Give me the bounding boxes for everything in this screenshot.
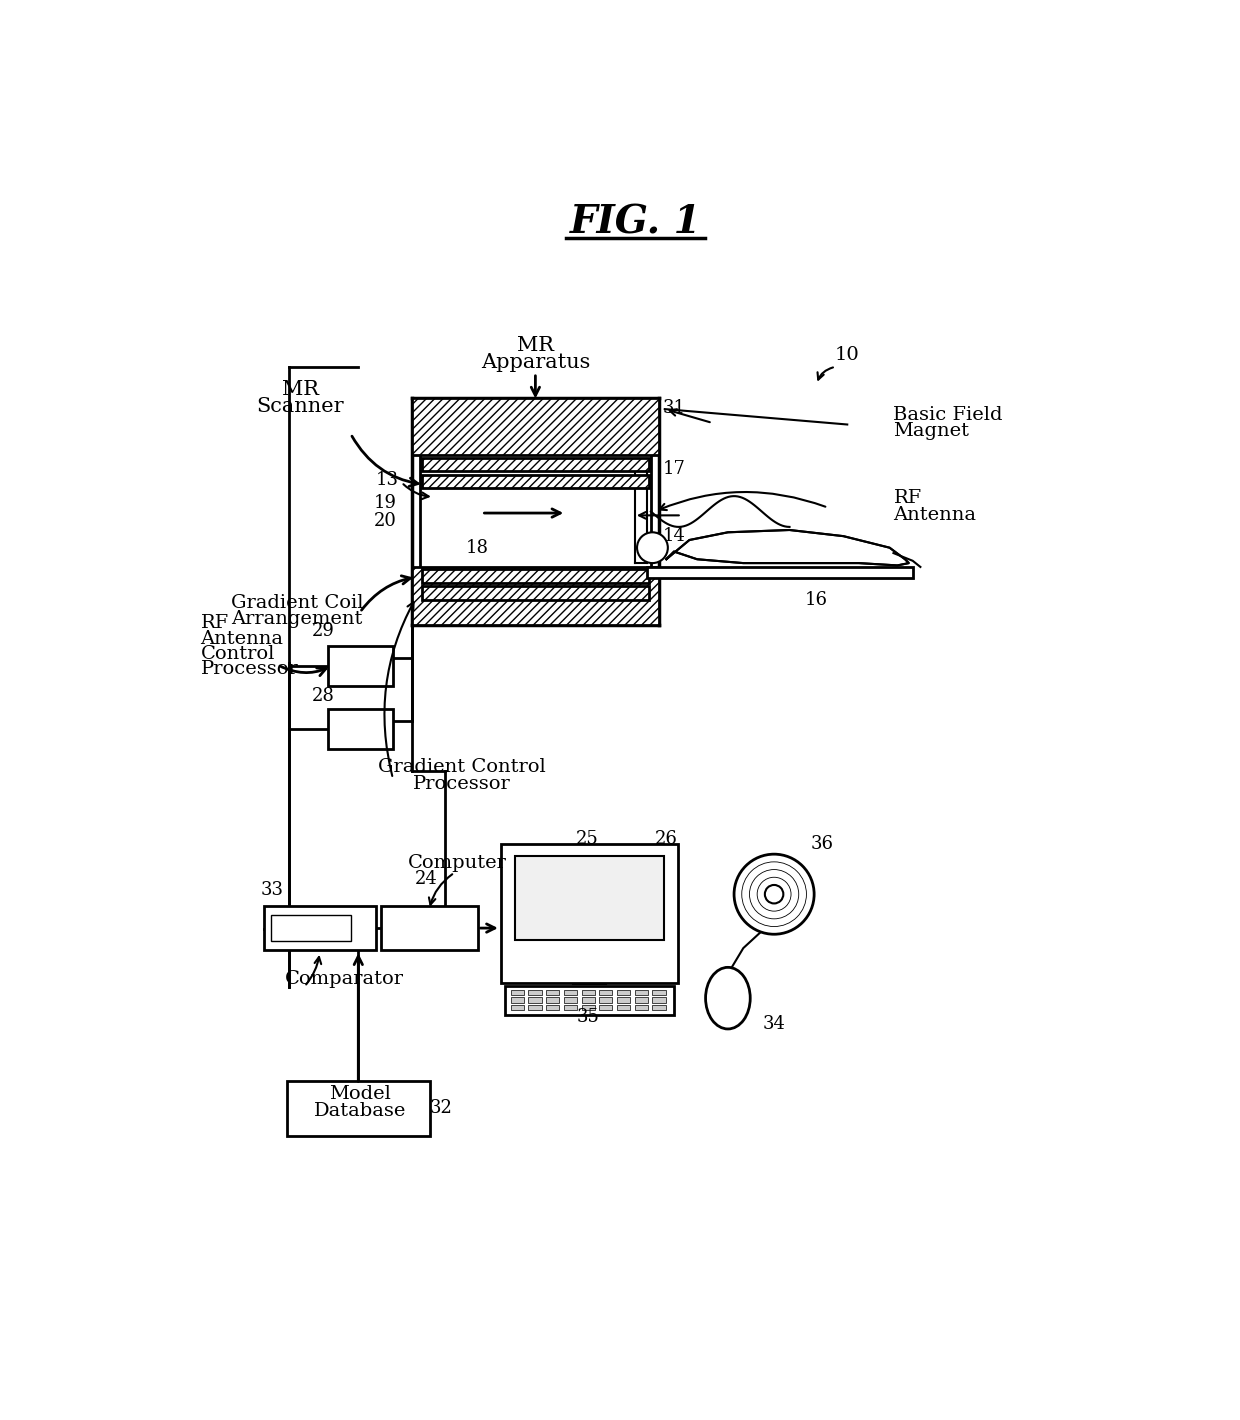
Bar — [546, 997, 559, 1003]
Text: 35: 35 — [577, 1008, 599, 1027]
Bar — [505, 985, 675, 1015]
Bar — [528, 1005, 542, 1011]
Bar — [599, 997, 613, 1003]
Bar — [647, 567, 913, 578]
Bar — [652, 990, 666, 995]
Text: 17: 17 — [662, 460, 686, 479]
Text: 10: 10 — [835, 346, 859, 364]
Text: 28: 28 — [312, 686, 335, 704]
Text: 25: 25 — [575, 829, 599, 848]
Bar — [652, 997, 666, 1003]
Text: 34: 34 — [763, 1014, 785, 1032]
Text: Database: Database — [314, 1102, 405, 1120]
Bar — [582, 990, 595, 995]
Bar — [511, 990, 523, 995]
Text: 33: 33 — [260, 882, 284, 899]
Text: FIG. 1: FIG. 1 — [569, 203, 702, 241]
Text: RF: RF — [201, 615, 228, 632]
Bar — [422, 586, 649, 601]
Bar — [511, 997, 523, 1003]
Bar — [582, 997, 595, 1003]
Text: Magnet: Magnet — [894, 422, 970, 440]
Bar — [515, 856, 663, 940]
Bar — [546, 990, 559, 995]
Bar — [528, 990, 542, 995]
Text: Control: Control — [201, 645, 275, 663]
Bar — [635, 997, 647, 1003]
Circle shape — [734, 855, 815, 934]
Bar — [422, 457, 649, 471]
Bar — [635, 990, 647, 995]
Bar — [564, 997, 577, 1003]
Text: Basic Field: Basic Field — [894, 406, 1003, 425]
Bar — [564, 990, 577, 995]
Bar — [270, 914, 351, 941]
Bar — [382, 906, 477, 950]
Text: MR: MR — [517, 337, 554, 355]
Text: 15: 15 — [808, 545, 832, 562]
Text: Model: Model — [329, 1085, 391, 1103]
Ellipse shape — [706, 967, 750, 1030]
Bar — [327, 646, 393, 686]
Bar — [422, 474, 649, 488]
Text: 16: 16 — [805, 591, 828, 609]
Text: 26: 26 — [655, 829, 678, 848]
Text: 24: 24 — [414, 870, 438, 888]
Bar — [546, 1005, 559, 1011]
Bar — [412, 398, 658, 456]
Bar — [582, 1005, 595, 1011]
Text: 13: 13 — [376, 471, 398, 488]
Text: Gradient Coil: Gradient Coil — [231, 594, 363, 612]
Bar — [618, 990, 630, 995]
Text: MR: MR — [281, 381, 319, 399]
Bar — [618, 997, 630, 1003]
Text: Scanner: Scanner — [257, 398, 345, 416]
Bar — [652, 1005, 666, 1011]
Bar — [635, 1005, 647, 1011]
Bar — [422, 569, 649, 584]
Text: Arrangement: Arrangement — [231, 609, 362, 628]
Text: RF: RF — [894, 488, 921, 507]
Bar — [528, 997, 542, 1003]
Bar — [599, 990, 613, 995]
Text: Apparatus: Apparatus — [481, 354, 590, 372]
Bar — [511, 1005, 523, 1011]
Text: 19: 19 — [373, 494, 397, 513]
Text: Antenna: Antenna — [894, 506, 976, 524]
Bar — [564, 1005, 577, 1011]
Bar — [599, 1005, 613, 1011]
Circle shape — [637, 532, 668, 564]
Text: Processor: Processor — [413, 775, 511, 794]
Text: Processor: Processor — [201, 660, 298, 679]
Polygon shape — [666, 530, 909, 565]
Text: 14: 14 — [662, 527, 686, 545]
Text: Gradient Control: Gradient Control — [378, 758, 546, 777]
Circle shape — [765, 885, 784, 903]
Bar — [412, 567, 658, 625]
Text: Comparator: Comparator — [285, 970, 404, 988]
Bar — [618, 1005, 630, 1011]
Text: 29: 29 — [312, 622, 335, 640]
Bar — [327, 710, 393, 750]
Text: Computer: Computer — [408, 855, 506, 872]
Bar — [288, 1081, 430, 1136]
Text: 32: 32 — [430, 1099, 453, 1118]
Text: Antenna: Antenna — [201, 629, 284, 648]
Text: 20: 20 — [374, 511, 397, 530]
Text: 18: 18 — [466, 538, 489, 557]
Text: 36: 36 — [811, 835, 833, 853]
Bar — [501, 843, 678, 983]
Text: 31: 31 — [662, 399, 686, 416]
Bar — [264, 906, 376, 950]
